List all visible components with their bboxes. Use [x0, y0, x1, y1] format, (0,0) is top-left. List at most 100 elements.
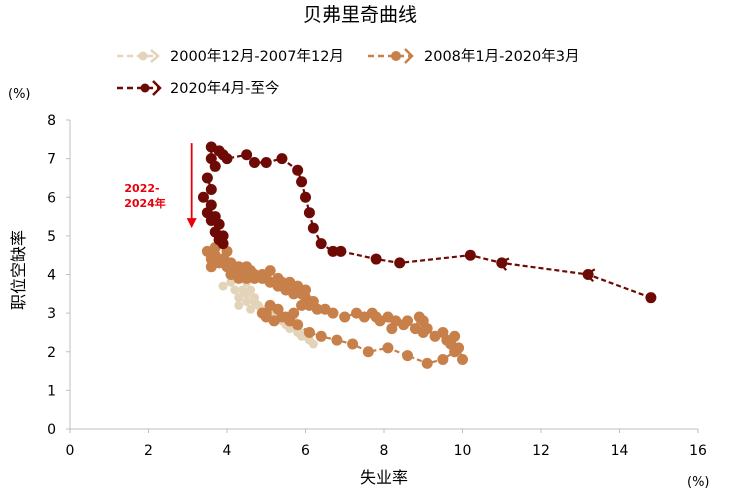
legend-marker-2000-2007 [138, 51, 148, 61]
data-point [296, 176, 308, 188]
legend-chevron-2008-2020 [404, 48, 414, 64]
data-point [645, 292, 657, 304]
data-point [457, 353, 468, 365]
data-point [307, 222, 319, 234]
data-point [264, 265, 276, 277]
data-point [409, 323, 421, 335]
legend-chevron-2020-now [152, 80, 162, 96]
data-point [421, 357, 433, 369]
x-tick-label: 14 [611, 443, 629, 459]
data-point [201, 172, 213, 184]
data-point [246, 285, 256, 295]
legend-label-2000-2007: 2000年12月-2007年12月 [170, 48, 344, 65]
legend-item-2020-now: 2020年4月-至今 [117, 80, 279, 97]
legend-chevron-2000-2007 [150, 49, 160, 63]
data-point [280, 311, 292, 323]
x-tick-label: 16 [689, 443, 707, 459]
data-point [331, 334, 343, 346]
data-point [315, 238, 327, 250]
x-tick-label: 8 [380, 443, 389, 459]
series-2 [197, 141, 657, 304]
data-point [253, 300, 263, 310]
data-point [394, 257, 406, 269]
direction-chevron [498, 257, 510, 271]
data-point [327, 245, 339, 257]
legend-item-2000-2007: 2000年12月-2007年12月 [117, 48, 344, 65]
data-point [242, 297, 252, 307]
y-tick-label: 7 [47, 152, 56, 168]
legend-marker-2008-2020 [391, 51, 401, 61]
data-point [246, 304, 256, 314]
data-point [429, 330, 441, 342]
y-tick-label: 5 [47, 229, 56, 245]
data-point [205, 184, 217, 196]
plot-area [197, 141, 657, 369]
annotation-2022-2024: 2022- 2024年 [124, 143, 197, 229]
y-tick-label: 8 [47, 113, 56, 129]
y-tick-label: 1 [47, 383, 56, 399]
data-point [205, 261, 217, 273]
data-point [300, 191, 311, 203]
x-tick-label: 6 [301, 443, 310, 459]
data-point [303, 207, 315, 219]
data-point [241, 261, 253, 273]
data-point [464, 249, 476, 261]
data-point [226, 277, 236, 287]
x-tick-label: 12 [532, 443, 550, 459]
y-tick-label: 4 [47, 268, 56, 284]
legend-item-2008-2020: 2008年1月-2020年3月 [368, 48, 580, 65]
y-axis-unit: (%) [8, 87, 31, 102]
x-tick-label: 0 [66, 443, 75, 459]
y-tick-label: 6 [47, 190, 56, 206]
data-point [296, 299, 308, 311]
x-axis-unit: (%) [687, 475, 710, 490]
data-point [308, 339, 318, 349]
x-tick-label: 4 [223, 443, 232, 459]
legend: 2000年12月-2007年12月 2008年1月-2020年3月 2020年4… [117, 48, 580, 97]
data-point [351, 307, 363, 319]
data-point [303, 326, 315, 338]
y-tick-label: 2 [47, 345, 56, 361]
data-point [347, 338, 359, 350]
data-point [362, 346, 374, 358]
data-point [233, 272, 245, 284]
data-point [218, 281, 228, 291]
x-tick-label: 2 [144, 443, 153, 459]
data-point [315, 330, 327, 342]
data-point [197, 191, 209, 203]
annotation-line-1: 2022- [124, 182, 159, 195]
y-tick-label: 3 [47, 306, 56, 322]
data-point [272, 272, 284, 284]
data-point [300, 284, 311, 296]
data-point [413, 311, 425, 323]
data-point [234, 300, 244, 310]
data-point [319, 303, 331, 315]
data-point [276, 153, 288, 165]
annotation-arrow-head [186, 218, 197, 229]
annotation-line-2: 2024年 [124, 196, 166, 210]
data-point [256, 272, 268, 284]
x-axis-title: 失业率 [360, 468, 408, 487]
data-point [217, 238, 229, 250]
data-point [370, 253, 382, 265]
data-point [402, 350, 414, 362]
direction-chevron [584, 268, 596, 283]
data-point [386, 323, 398, 335]
data-point [260, 156, 272, 168]
data-point [248, 156, 260, 168]
chart-title: 贝弗里奇曲线 [303, 4, 417, 26]
data-point [209, 160, 221, 172]
data-point [260, 307, 272, 319]
data-point [249, 293, 259, 303]
y-axis-ticks: 0 1 2 3 4 5 6 7 8 [47, 113, 70, 438]
data-point [335, 245, 347, 257]
x-tick-label: 10 [454, 443, 472, 459]
data-point [292, 164, 304, 176]
y-axis-title: 职位空缺率 [9, 230, 28, 310]
data-point [205, 141, 217, 153]
legend-marker-2020-now [140, 83, 150, 93]
x-axis-ticks: 0 2 4 6 8 10 12 14 16 [66, 429, 707, 459]
data-point [234, 293, 244, 303]
data-point [230, 285, 240, 295]
